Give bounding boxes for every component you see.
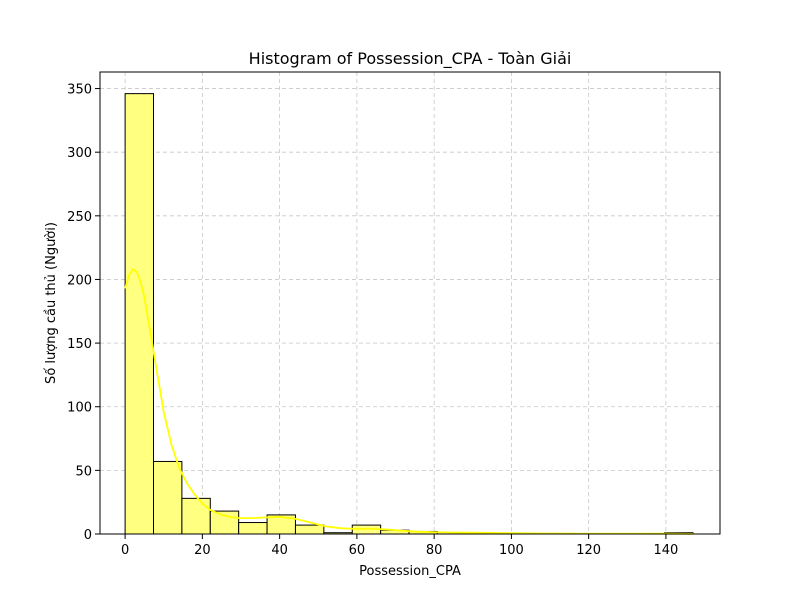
x-tick-label: 120	[576, 543, 601, 558]
y-tick-label: 100	[67, 401, 92, 416]
y-tick-label: 200	[67, 273, 92, 288]
x-axis-title: Possession_CPA	[359, 564, 461, 579]
y-tick-label: 300	[67, 146, 92, 161]
bars	[124, 93, 694, 535]
kde-curve	[124, 268, 694, 535]
y-tick-label: 250	[67, 210, 92, 225]
x-tick-label: 40	[271, 543, 288, 558]
y-tick-label: 0	[84, 528, 92, 543]
x-tick-label: 80	[426, 543, 443, 558]
histogram-bar	[238, 522, 268, 535]
x-tick-label: 20	[194, 543, 211, 558]
x-tick-label: 0	[121, 543, 129, 558]
y-axis: 0 50 100 150 200 250 300 350	[67, 83, 100, 543]
x-axis: 0 20 40 60 80 100 120 140	[121, 534, 678, 558]
histogram-bar	[153, 460, 183, 535]
x-tick-label: 60	[349, 543, 366, 558]
histogram-bar	[124, 93, 155, 535]
y-tick-label: 350	[67, 83, 92, 98]
x-tick-label: 100	[499, 543, 524, 558]
grid	[100, 72, 720, 535]
plot-area-frame	[99, 71, 721, 535]
histogram-bar	[209, 510, 240, 535]
histogram-bar	[181, 497, 211, 535]
y-tick-label: 150	[67, 337, 92, 352]
chart-title: Histogram of Possession_CPA - Toàn Giải	[249, 49, 572, 69]
histogram-bar	[294, 524, 325, 535]
kde-curve-group	[124, 268, 694, 535]
x-tick-label: 140	[654, 543, 679, 558]
y-axis-title: Số lượng cầu thủ (Người)	[44, 222, 59, 384]
y-tick-label: 50	[75, 464, 92, 479]
